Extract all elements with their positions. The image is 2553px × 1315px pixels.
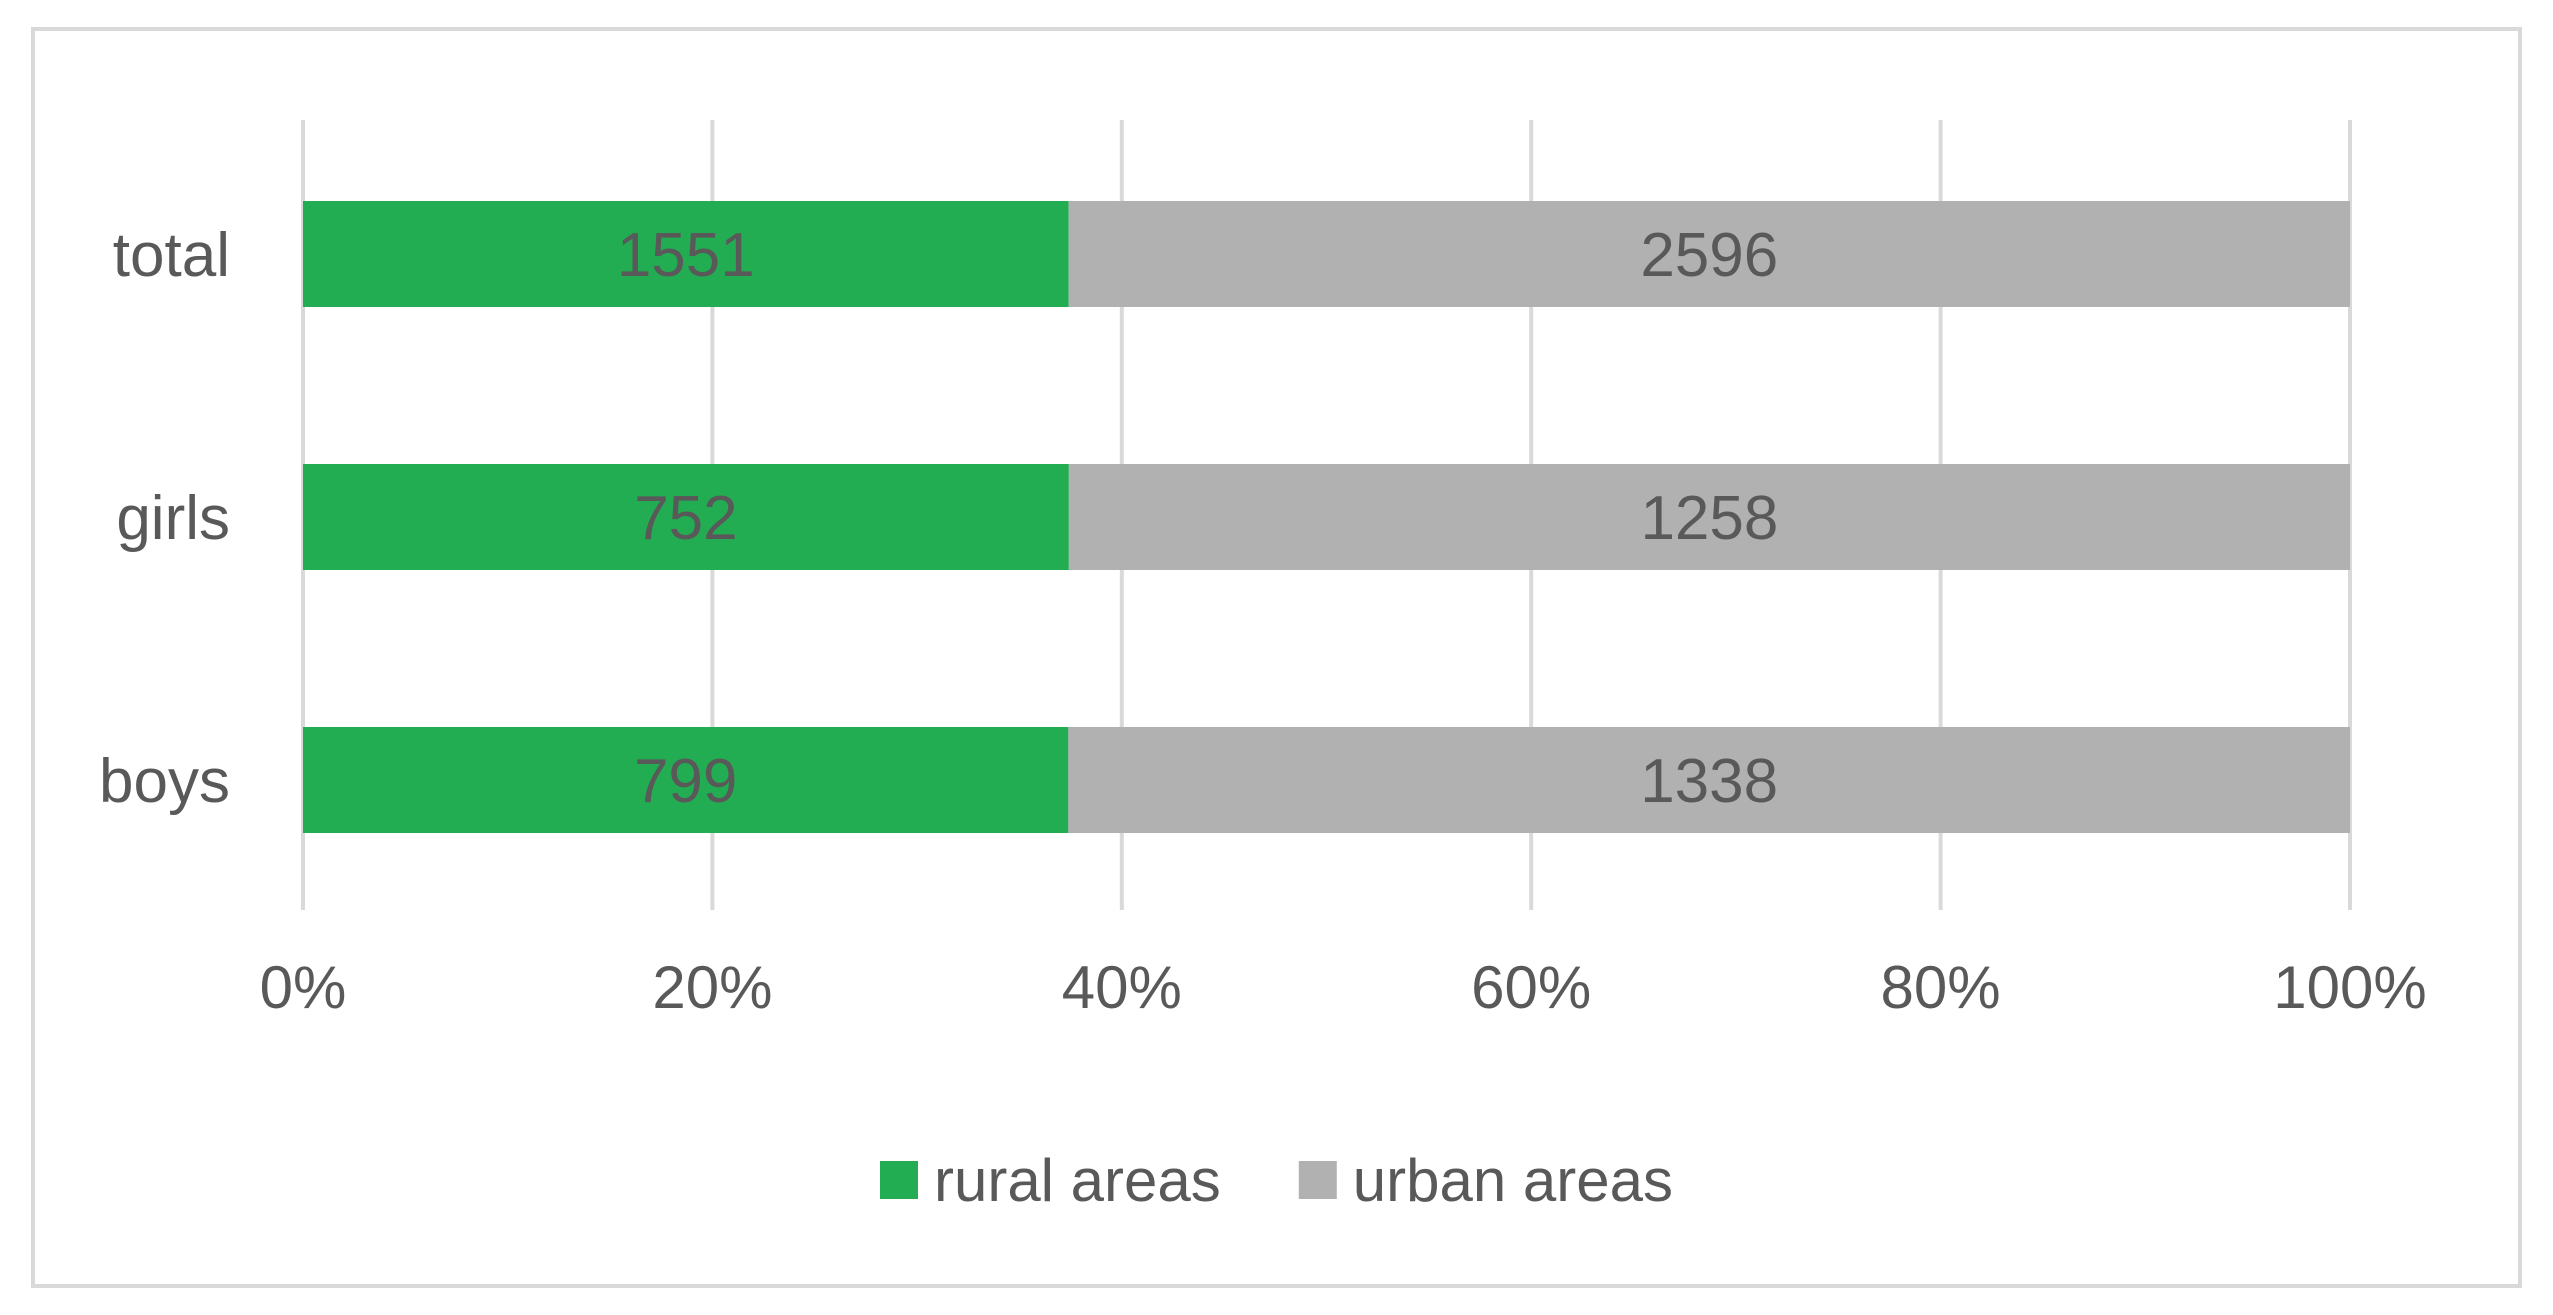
bar-segment [1068,464,2350,570]
data-label: 2596 [1640,221,1778,290]
x-tick-label: 40% [1062,954,1182,1021]
x-tick-label: 20% [652,954,772,1021]
bar-segment [303,727,1069,833]
bar-segment [303,201,1069,307]
data-label: 1338 [1640,747,1778,816]
x-tick-label: 0% [260,954,347,1021]
category-labels: total girls boys [99,221,230,816]
category-label: boys [99,747,230,816]
data-labels: 1551 2596 752 1258 799 1338 [617,221,1779,816]
x-tick-label: 60% [1471,954,1591,1021]
data-label: 752 [634,484,737,553]
x-tick-label: 100% [2273,954,2426,1021]
legend-label: rural areas [934,1147,1221,1214]
legend: rural areas urban areas [879,1147,1673,1214]
bar-segment [1068,727,2350,833]
legend-label: urban areas [1353,1147,1673,1214]
category-label: girls [116,484,230,553]
data-label: 799 [634,747,737,816]
bars [303,201,2350,833]
data-label: 1258 [1640,484,1778,553]
bar-segment [1068,201,2350,307]
bar-segment [303,464,1069,570]
category-label: total [113,221,230,290]
data-label: 1551 [617,221,755,290]
x-tick-label: 80% [1881,954,2001,1021]
legend-swatch [879,1161,918,1199]
x-axis-tick-labels: 0% 20% 40% 60% 80% 100% [260,954,2427,1021]
legend-swatch [1298,1161,1337,1199]
